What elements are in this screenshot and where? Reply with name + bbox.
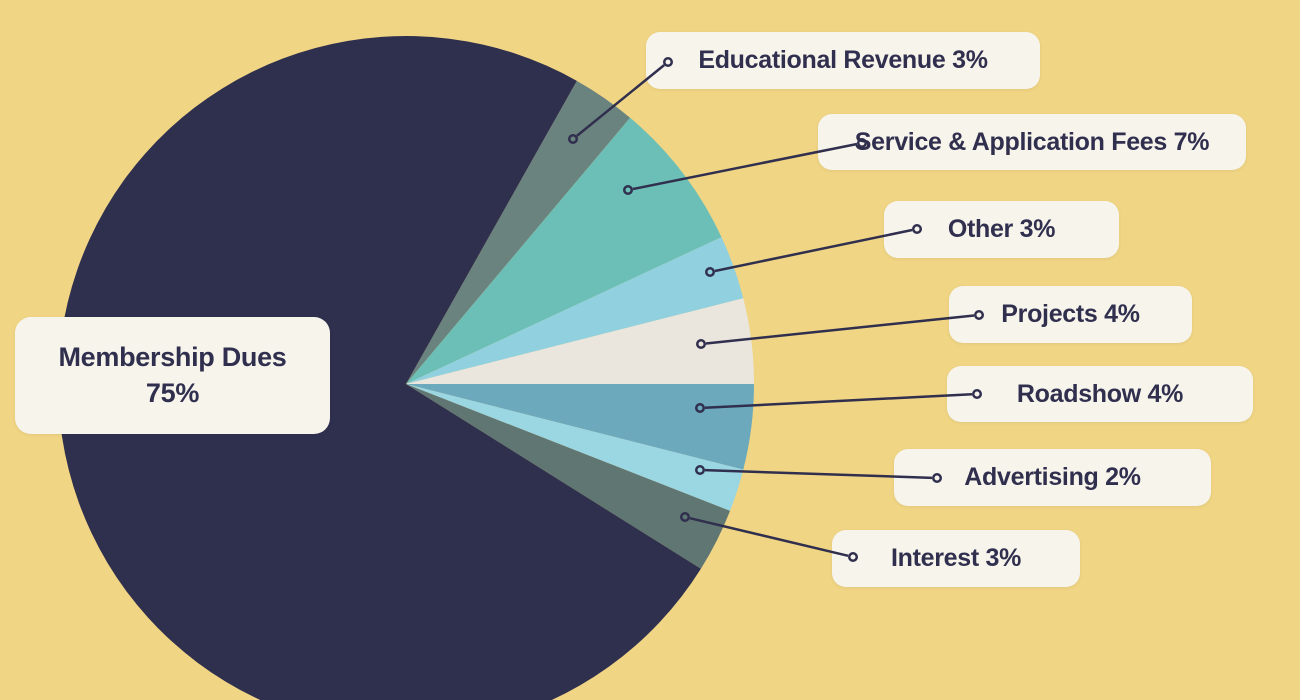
callout-roadshow-label: Roadshow 4% — [1016, 379, 1184, 408]
callout-interest: Interest 3% — [832, 530, 1080, 587]
pie-slice-advertising — [406, 384, 744, 511]
pie-slice-interest — [406, 384, 731, 569]
pie-slice-membership-dues — [57, 36, 701, 700]
callout-interest-label: Interest 3% — [890, 544, 1022, 573]
callout-educational-revenue-label: Educational Revenue 3% — [698, 46, 988, 75]
callout-educational-revenue: Educational Revenue 3% — [646, 32, 1040, 89]
callout-service-application-fees: Service & Application Fees 7% — [818, 114, 1246, 170]
pie-slice-roadshow — [406, 383, 755, 470]
callout-membership-dues-label: Membership Dues 75% — [58, 342, 287, 408]
pie-slice-educational-revenue — [406, 80, 631, 384]
pie-slice-other — [406, 237, 744, 384]
callout-roadshow: Roadshow 4% — [947, 366, 1253, 422]
callout-advertising-label: Advertising 2% — [964, 463, 1141, 492]
callout-service-application-fees-label: Service & Application Fees 7% — [854, 127, 1210, 156]
callout-membership-dues: Membership Dues 75% — [15, 317, 330, 434]
callout-projects: Projects 4% — [949, 286, 1192, 343]
callout-other-label: Other 3% — [947, 215, 1056, 244]
callout-projects-label: Projects 4% — [1001, 300, 1140, 329]
callout-other: Other 3% — [884, 201, 1119, 258]
callout-advertising: Advertising 2% — [894, 449, 1211, 506]
pie-slice-projects — [406, 298, 754, 384]
